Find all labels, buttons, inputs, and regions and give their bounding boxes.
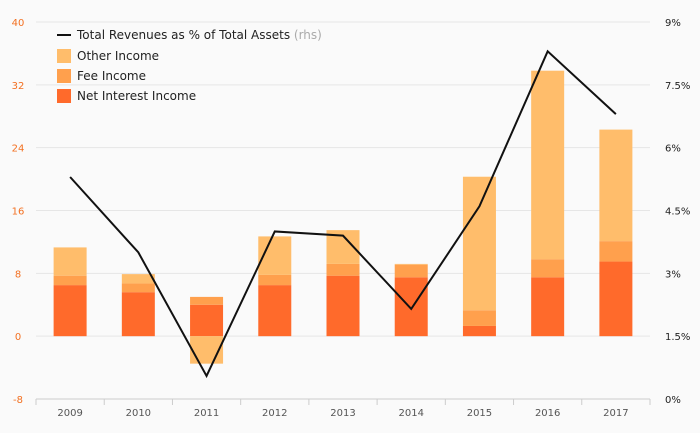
legend-line-label: Total Revenues as % of Total Assets (rhs… (76, 28, 322, 42)
right-tick-label: 1.5% (665, 332, 690, 343)
x-tick-label-2009: 2009 (57, 408, 82, 419)
x-tick-label-2010: 2010 (126, 408, 151, 419)
bar-fee-income-2011 (190, 296, 224, 305)
bar-net-interest-income-2015 (462, 325, 496, 337)
legend: Total Revenues as % of Total Assets (rhs… (57, 28, 322, 103)
left-tick-label: 40 (12, 18, 25, 29)
bar-other-income-2017 (599, 129, 633, 242)
bars (53, 70, 633, 364)
bar-net-interest-income-2016 (531, 277, 565, 337)
x-tick-label-2011: 2011 (194, 408, 219, 419)
bar-fee-income-2015 (462, 310, 496, 326)
right-axis: 0% 1.5% 3% 4.5% 6% 7.5% 9% (665, 18, 690, 406)
right-tick-label: 6% (665, 144, 681, 155)
x-tick-label-2013: 2013 (330, 408, 355, 419)
bar-fee-income-2010 (121, 283, 155, 293)
legend-other-income-label: Other Income (77, 49, 159, 63)
revenue-line (69, 49, 617, 379)
bar-fee-income-2012 (258, 274, 292, 286)
left-tick-label: 0 (15, 332, 21, 343)
legend-fee-income-label: Fee Income (77, 69, 146, 83)
bar-net-interest-income-2011 (190, 304, 224, 337)
left-tick-label: 24 (12, 144, 25, 155)
right-tick-label: 0% (665, 395, 681, 406)
bar-other-income-2010 (121, 274, 155, 284)
x-tick-label-2015: 2015 (467, 408, 492, 419)
left-tick-label: -8 (13, 395, 23, 406)
revenue-line-path (69, 49, 617, 379)
left-axis: -8 0 8 16 24 32 40 (12, 18, 25, 406)
bar-other-income-2009 (53, 247, 87, 276)
left-tick-label: 8 (15, 269, 21, 280)
left-tick-label: 16 (12, 207, 25, 218)
bar-fee-income-2017 (599, 241, 633, 262)
right-tick-label: 7.5% (665, 81, 690, 92)
bar-net-interest-income-2013 (326, 275, 360, 337)
right-tick-label: 3% (665, 269, 681, 280)
bar-fee-income-2013 (326, 263, 360, 276)
x-axis: 2009 2010 2011 2012 2013 2014 2015 2016 2017 (35, 398, 651, 419)
x-tick-label-2014: 2014 (398, 408, 423, 419)
legend-net-interest-label: Net Interest Income (77, 89, 196, 103)
legend-net-interest-swatch (57, 89, 71, 103)
bar-net-interest-income-2009 (53, 285, 87, 337)
bar-other-income-2014 (394, 263, 428, 265)
right-tick-label: 4.5% (665, 207, 690, 218)
left-tick-label: 32 (12, 81, 25, 92)
x-tick-label-2012: 2012 (262, 408, 287, 419)
x-tick-label-2017: 2017 (603, 408, 628, 419)
bar-fee-income-2014 (394, 264, 428, 278)
bar-net-interest-income-2014 (394, 277, 428, 337)
bar-other-income-2015 (462, 176, 496, 311)
bar-net-interest-income-2010 (121, 292, 155, 337)
bar-net-interest-income-2012 (258, 285, 292, 337)
bar-other-income-2016 (531, 70, 565, 260)
legend-other-income-swatch (57, 49, 71, 63)
bar-other-income-2011 (190, 336, 224, 364)
legend-fee-income-swatch (57, 69, 71, 83)
x-tick-label-2016: 2016 (535, 408, 560, 419)
right-tick-label: 9% (665, 18, 681, 29)
bar-fee-income-2016 (531, 259, 565, 278)
bar-net-interest-income-2017 (599, 261, 633, 337)
bar-fee-income-2009 (53, 275, 87, 286)
